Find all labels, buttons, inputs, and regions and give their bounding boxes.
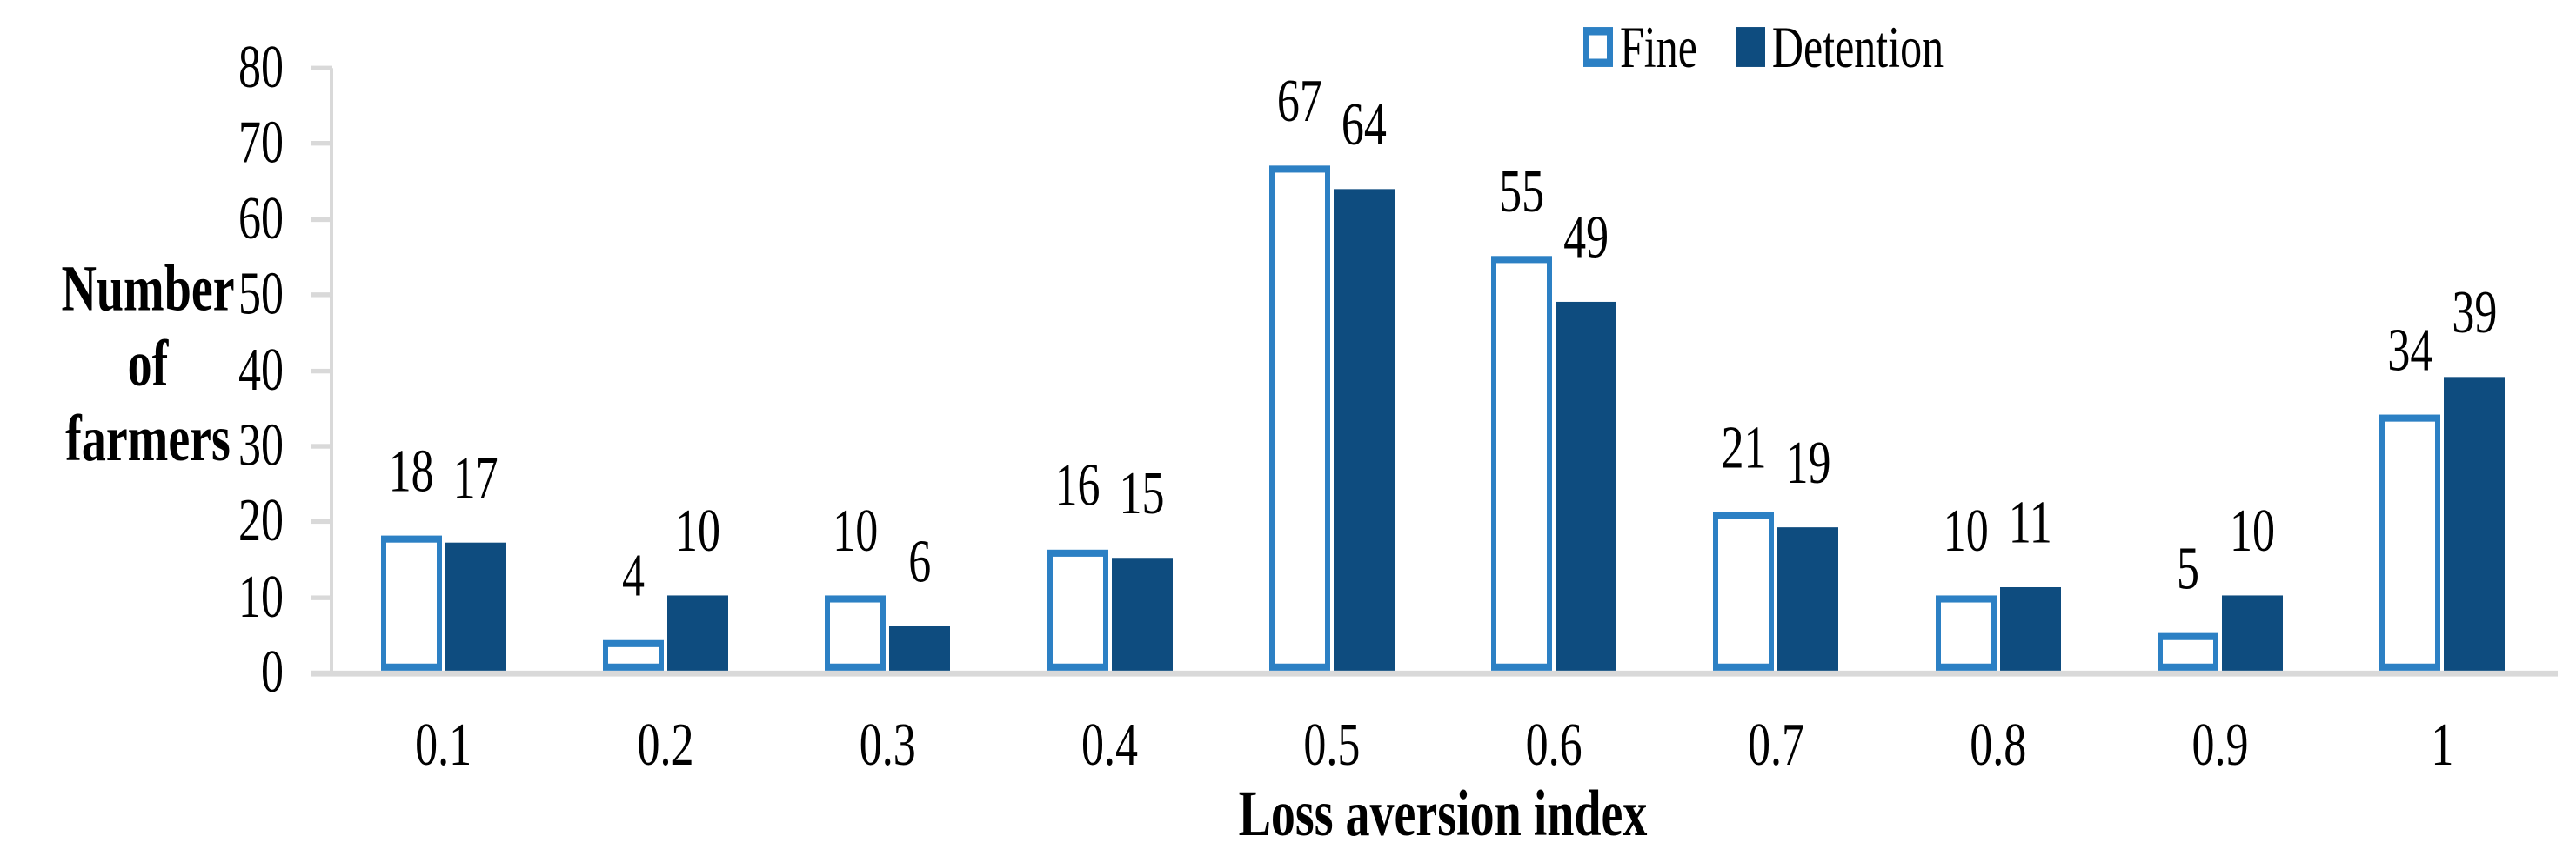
bar-value-label: 21 (1721, 414, 1767, 482)
y-axis-title-line: of (127, 327, 169, 401)
y-tick-mark (311, 65, 332, 70)
bar-value-label: 10 (674, 498, 720, 565)
bar-value-label: 18 (388, 438, 434, 505)
bar-value-label: 64 (1341, 91, 1387, 159)
y-tick-mark (311, 670, 332, 676)
y-tick-mark (311, 217, 332, 222)
legend-item-detention: Detention (1735, 14, 1944, 80)
x-tick-label: 0.6 (1525, 712, 1582, 779)
bar-fine (1268, 165, 1330, 671)
y-axis-title: Number of farmers (0, 251, 296, 477)
bar-fine (1491, 256, 1553, 671)
y-tick-label: 40 (238, 336, 284, 404)
x-tick-label: 0.2 (637, 712, 694, 779)
bar-detention (889, 626, 951, 671)
y-tick-label: 70 (238, 110, 284, 177)
bar-value-label: 10 (833, 498, 879, 565)
bar-value-label: 49 (1563, 204, 1609, 271)
legend-label: Fine (1620, 14, 1697, 80)
legend-item-fine: Fine (1583, 17, 1697, 77)
bar-detention (1777, 527, 1839, 671)
y-axis-title-line: farmers (65, 403, 231, 476)
x-axis-line (311, 670, 2558, 677)
bar-fine (1935, 595, 1997, 671)
x-tick-label: 0.9 (2191, 712, 2249, 779)
bar-value-label: 16 (1054, 452, 1101, 519)
y-tick-label: 10 (238, 563, 284, 631)
bar-fine (825, 595, 887, 671)
bar-fine (1713, 512, 1775, 671)
bar-value-label: 11 (2008, 489, 2052, 557)
bar-detention (1111, 558, 1173, 671)
bar-value-label: 10 (2230, 498, 2276, 565)
legend-label: Detention (1771, 14, 1944, 80)
x-tick-label: 0.7 (1747, 712, 1804, 779)
bar-value-label: 15 (1119, 460, 1165, 528)
x-tick-label: 0.3 (859, 712, 916, 779)
y-tick-label: 30 (238, 411, 284, 479)
y-tick-mark (311, 292, 332, 298)
y-tick-mark (311, 519, 332, 525)
plot-area: 18 17 4 10 10 6 16 15 67 64 55 49 21 19 10 11 5 10 34 39 (0, 68, 2576, 671)
bar-detention (445, 542, 506, 671)
x-tick-label: 0.1 (415, 712, 472, 779)
bar-detention (1999, 587, 2061, 671)
x-tick-label: 0.4 (1081, 712, 1139, 779)
y-tick-label: 80 (238, 34, 284, 102)
bar-detention (2444, 377, 2506, 671)
legend-marker-fine (1583, 27, 1613, 67)
bar-value-label: 10 (1943, 498, 1989, 565)
bar-detention (1556, 301, 1617, 671)
bar-value-label: 19 (1785, 430, 1831, 498)
bar-detention (666, 595, 728, 671)
y-tick-label: 50 (238, 260, 284, 328)
y-axis-title-line: Number (61, 252, 235, 325)
bar-fine (602, 639, 664, 671)
bar-detention (1333, 189, 1395, 671)
y-tick-mark (311, 141, 332, 146)
legend: Fine Detention (1583, 17, 1944, 77)
bar-value-label: 6 (908, 528, 932, 596)
bar-fine (380, 535, 442, 671)
bar-value-label: 55 (1499, 158, 1545, 226)
bar-fine (1047, 549, 1108, 671)
y-tick-label: 60 (238, 184, 284, 252)
bar-value-label: 39 (2452, 279, 2498, 347)
bar-value-label: 4 (621, 542, 645, 610)
y-tick-mark (311, 444, 332, 449)
bar-value-label: 17 (452, 445, 498, 512)
x-tick-label: 1 (2431, 712, 2454, 779)
bar-detention (2222, 595, 2284, 671)
y-tick-mark (311, 368, 332, 373)
bar-value-label: 67 (1276, 68, 1322, 136)
bar-fine (2379, 414, 2441, 671)
bar-fine (2158, 632, 2219, 671)
bar-value-label: 34 (2387, 317, 2433, 385)
bar-value-label: 5 (2177, 535, 2200, 603)
legend-marker-detention (1735, 27, 1765, 67)
x-tick-label: 0.8 (1970, 712, 2027, 779)
x-tick-label: 0.5 (1303, 712, 1361, 779)
x-axis-title: Loss aversion index (1238, 777, 1648, 843)
y-tick-label: 20 (238, 487, 284, 555)
y-tick-mark (311, 594, 332, 600)
y-tick-label: 0 (261, 639, 284, 706)
